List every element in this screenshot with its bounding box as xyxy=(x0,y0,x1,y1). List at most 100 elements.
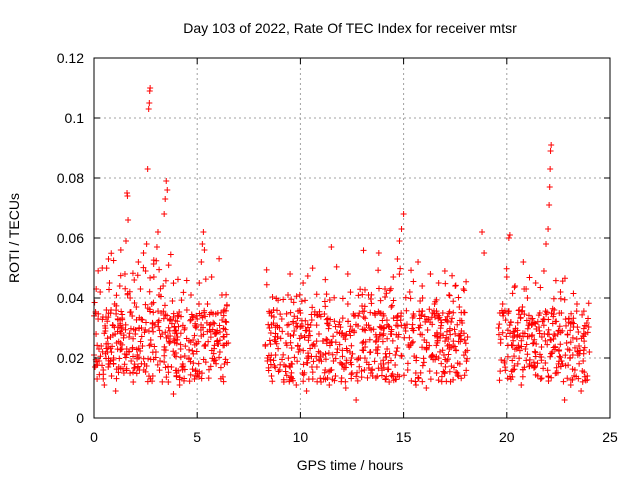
data-point xyxy=(122,285,129,292)
x-tick-labels: 0 5 10 15 20 25 xyxy=(90,429,618,445)
data-point xyxy=(461,330,468,337)
data-point xyxy=(538,334,545,340)
data-point xyxy=(521,364,528,371)
data-point xyxy=(382,376,389,383)
data-point xyxy=(174,276,181,283)
data-point xyxy=(105,363,112,370)
data-point xyxy=(511,332,518,339)
data-point xyxy=(203,319,210,326)
data-point xyxy=(201,343,208,350)
data-point xyxy=(546,184,553,190)
data-point xyxy=(450,338,457,345)
data-point xyxy=(580,358,587,364)
data-point xyxy=(547,336,554,343)
data-point xyxy=(188,292,195,298)
data-point xyxy=(131,299,138,306)
data-point xyxy=(204,328,211,335)
data-point xyxy=(499,329,506,336)
data-point xyxy=(395,331,402,338)
data-point xyxy=(143,363,150,370)
data-point xyxy=(523,341,530,348)
data-point xyxy=(199,241,206,247)
data-point xyxy=(363,359,370,366)
data-point xyxy=(362,338,369,345)
data-point xyxy=(557,289,564,295)
data-point xyxy=(531,336,538,343)
data-point xyxy=(117,365,124,372)
data-point xyxy=(449,315,456,322)
data-point xyxy=(290,299,297,306)
data-point xyxy=(273,340,280,347)
data-point xyxy=(97,353,104,360)
data-point xyxy=(402,294,409,301)
data-point xyxy=(444,342,451,349)
data-point xyxy=(347,323,354,330)
data-point xyxy=(369,366,376,373)
data-point xyxy=(302,317,309,324)
data-point xyxy=(398,226,405,232)
data-point xyxy=(355,355,362,362)
data-point xyxy=(362,315,369,322)
data-point xyxy=(181,353,188,360)
data-point xyxy=(438,319,445,326)
data-point xyxy=(297,323,304,330)
data-point xyxy=(513,345,520,352)
data-point xyxy=(189,347,196,354)
data-point xyxy=(551,307,558,313)
data-point xyxy=(178,363,185,370)
data-point xyxy=(149,319,156,326)
data-point xyxy=(200,356,207,363)
data-point xyxy=(171,330,178,337)
data-point xyxy=(580,347,587,354)
data-point xyxy=(149,378,156,385)
data-point xyxy=(145,106,152,112)
data-point xyxy=(421,313,428,320)
data-point xyxy=(516,355,523,362)
data-point xyxy=(511,362,518,369)
data-point xyxy=(217,364,224,371)
data-point xyxy=(187,339,194,346)
data-point xyxy=(524,295,531,301)
data-point xyxy=(396,238,403,244)
data-point xyxy=(547,148,554,154)
data-point xyxy=(133,370,140,377)
data-point xyxy=(198,321,205,328)
data-point xyxy=(544,331,551,338)
data-point xyxy=(314,378,321,385)
data-point xyxy=(569,376,576,383)
data-point xyxy=(129,346,136,353)
data-point xyxy=(118,325,125,332)
data-point xyxy=(157,333,164,340)
data-point xyxy=(304,359,311,366)
data-point xyxy=(213,338,220,345)
data-point xyxy=(423,344,430,351)
data-point xyxy=(574,348,581,355)
data-point xyxy=(307,332,314,339)
data-point xyxy=(433,370,440,376)
data-point xyxy=(456,332,463,339)
data-point xyxy=(332,355,339,362)
data-point xyxy=(121,350,128,357)
data-point xyxy=(455,294,462,301)
data-point xyxy=(161,211,168,217)
data-point xyxy=(112,388,119,394)
data-point xyxy=(269,378,276,385)
data-point xyxy=(270,314,277,321)
data-point xyxy=(162,364,169,371)
data-point xyxy=(140,264,147,271)
data-point xyxy=(557,341,564,348)
data-point xyxy=(565,315,572,322)
x-tick-label: 10 xyxy=(293,429,309,445)
data-point xyxy=(564,331,571,338)
data-point xyxy=(344,301,351,307)
data-point xyxy=(412,378,419,385)
data-point xyxy=(356,363,363,370)
data-point xyxy=(443,317,450,324)
data-point xyxy=(178,297,185,304)
data-point xyxy=(508,368,515,375)
data-point xyxy=(532,371,539,378)
data-point xyxy=(561,397,568,403)
data-point xyxy=(460,352,467,359)
data-point xyxy=(334,346,341,352)
data-point xyxy=(153,244,160,250)
